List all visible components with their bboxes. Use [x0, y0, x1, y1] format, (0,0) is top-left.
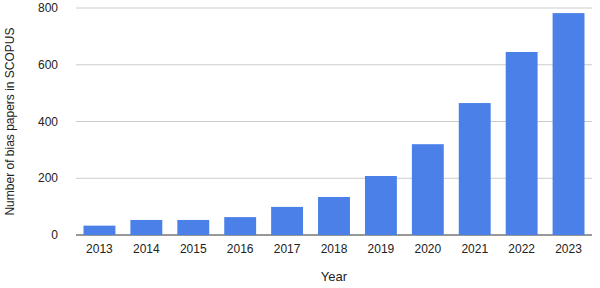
y-tick-label: 0 [51, 228, 58, 242]
bar [177, 220, 209, 235]
x-tick-label: 2018 [321, 242, 348, 256]
bar [553, 13, 585, 235]
grid-line [76, 8, 592, 9]
bar [412, 144, 444, 235]
x-tick-label: 2016 [227, 242, 254, 256]
x-tick-label: 2021 [461, 242, 488, 256]
x-tick-label: 2023 [555, 242, 582, 256]
y-tick-label: 600 [38, 58, 58, 72]
x-tick-label: 2022 [508, 242, 535, 256]
x-tick-label: 2020 [414, 242, 441, 256]
y-tick-label: 800 [38, 1, 58, 15]
bar [130, 220, 162, 235]
x-tick-label: 2019 [368, 242, 395, 256]
bar [365, 176, 397, 235]
y-tick-label: 200 [38, 171, 58, 185]
x-tick-label: 2017 [274, 242, 301, 256]
x-tick-label: 2014 [133, 242, 160, 256]
y-axis-title: Number of bias papers in SCOPUS [3, 27, 17, 215]
x-axis-title: Year [321, 269, 348, 284]
bars [84, 13, 585, 235]
bar [506, 52, 538, 235]
bar [318, 197, 350, 235]
x-tick-label: 2015 [180, 242, 207, 256]
bar [224, 217, 256, 235]
y-tick-label: 400 [38, 115, 58, 129]
x-tick-label: 2013 [86, 242, 113, 256]
bar [459, 103, 491, 235]
chart: 0 200 400 600 800 2013 2014 2015 2016 2017 2018 201… [0, 0, 600, 288]
bar [271, 207, 303, 235]
bar [84, 226, 116, 235]
